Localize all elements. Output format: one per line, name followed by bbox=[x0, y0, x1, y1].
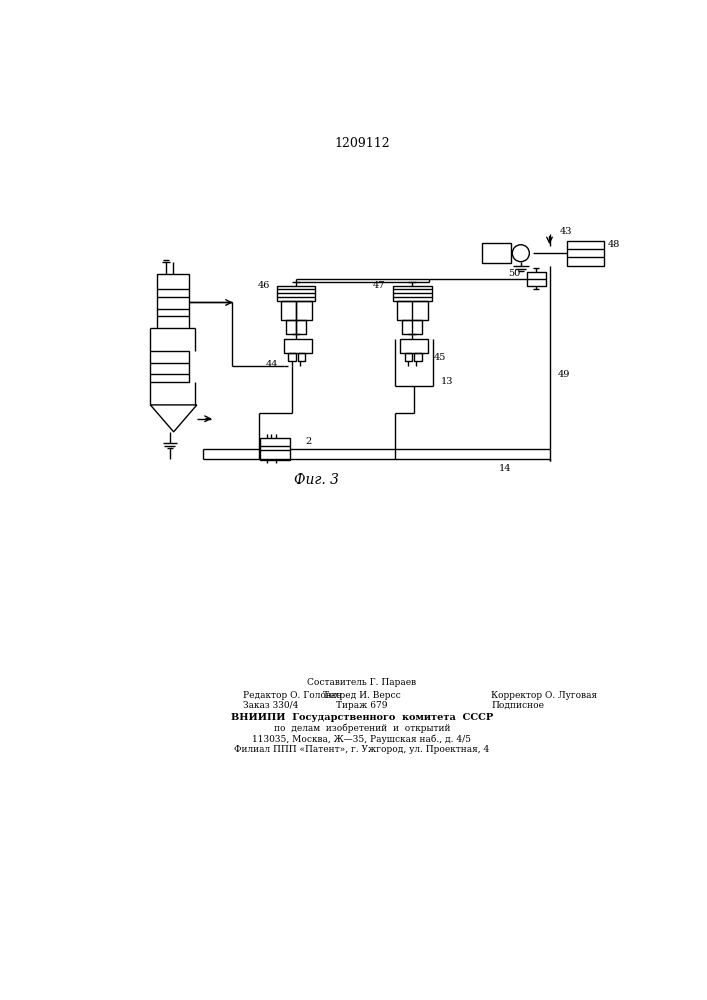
Bar bbox=[281, 301, 312, 320]
Text: Техред И. Версс: Техред И. Версс bbox=[323, 691, 401, 700]
Bar bbox=[566, 241, 604, 266]
Bar bbox=[527, 272, 546, 286]
Text: Филиал ППП «Патент», г. Ужгород, ул. Проектная, 4: Филиал ППП «Патент», г. Ужгород, ул. Про… bbox=[234, 745, 489, 754]
Text: 48: 48 bbox=[607, 240, 620, 249]
Bar bbox=[404, 353, 412, 361]
Bar bbox=[393, 286, 432, 301]
Text: Корректор О. Луговая: Корректор О. Луговая bbox=[491, 691, 597, 700]
Text: 113035, Москва, Ж—35, Раушская наб., д. 4/5: 113035, Москва, Ж—35, Раушская наб., д. … bbox=[252, 734, 472, 744]
Bar bbox=[260, 438, 290, 460]
Bar bbox=[400, 339, 428, 353]
Text: Составитель Г. Параев: Составитель Г. Параев bbox=[308, 678, 416, 687]
Text: 47: 47 bbox=[373, 281, 385, 290]
Bar bbox=[286, 320, 306, 334]
Bar bbox=[288, 353, 296, 361]
Text: 2: 2 bbox=[305, 437, 312, 446]
Text: Фиг. 3: Фиг. 3 bbox=[295, 473, 339, 487]
Text: 50: 50 bbox=[508, 269, 521, 278]
Bar bbox=[284, 339, 312, 353]
Text: 14: 14 bbox=[499, 464, 512, 473]
Text: Тираж 679: Тираж 679 bbox=[337, 701, 387, 710]
Text: 1209112: 1209112 bbox=[334, 137, 390, 150]
Text: Редактор О. Головач: Редактор О. Головач bbox=[243, 691, 342, 700]
Bar bbox=[156, 274, 189, 328]
Bar bbox=[402, 320, 422, 334]
Bar bbox=[482, 243, 510, 263]
Bar bbox=[151, 351, 189, 382]
Text: 43: 43 bbox=[559, 227, 572, 236]
Text: ВНИИПИ  Государственного  комитета  СССР: ВНИИПИ Государственного комитета СССР bbox=[230, 713, 493, 722]
Text: по  делам  изобретений  и  открытий: по делам изобретений и открытий bbox=[274, 724, 450, 733]
Text: 45: 45 bbox=[433, 353, 445, 362]
Bar bbox=[397, 301, 428, 320]
Text: Подписное: Подписное bbox=[491, 701, 544, 710]
Bar bbox=[298, 353, 305, 361]
Text: 44: 44 bbox=[266, 360, 279, 369]
Bar bbox=[276, 286, 315, 301]
Text: 46: 46 bbox=[258, 281, 271, 290]
Text: 49: 49 bbox=[558, 370, 571, 379]
Text: Заказ 330/4: Заказ 330/4 bbox=[243, 701, 299, 710]
Text: 13: 13 bbox=[441, 377, 453, 386]
Bar bbox=[414, 353, 421, 361]
